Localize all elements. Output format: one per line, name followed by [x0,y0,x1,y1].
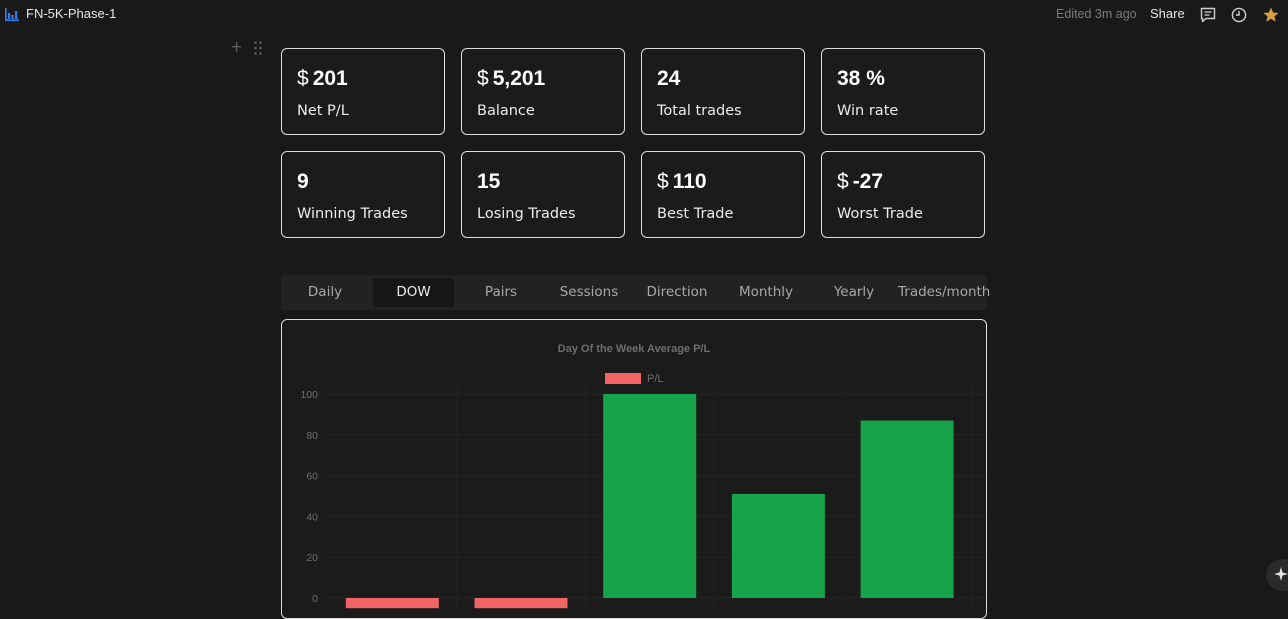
tab-sessions[interactable]: Sessions [559,284,619,300]
stat-value: 38 % [837,67,885,90]
sparkle-icon [1274,567,1288,581]
stat-value: 15 [477,170,501,193]
chart-bar [345,598,439,609]
page-title[interactable]: FN-5K-Phase-1 [26,6,117,21]
tab-direction[interactable]: Direction [646,284,708,300]
legend-label: P/L [647,373,664,385]
ai-assistant-button[interactable] [1266,559,1288,591]
stat-value: $5,201 [477,67,546,90]
stat-card-best-trade: $110 Best Trade [641,151,805,238]
tab-monthly[interactable]: Monthly [738,284,794,300]
tab-dow[interactable]: DOW [373,278,454,307]
chart-bar [860,420,954,598]
stat-value: $201 [297,67,348,90]
chart-tabs: Daily DOW Pairs Sessions Direction Month… [281,275,991,310]
y-tick-label: 80 [306,430,318,442]
stat-value: 9 [297,170,309,193]
stat-card-winning-trades: 9 Winning Trades [281,151,445,238]
chart-panel: Day Of the Week Average P/L P/L 0 20 40 60 80 1… [281,319,987,619]
add-block-icon[interactable]: + [231,37,243,58]
tab-yearly[interactable]: Yearly [833,284,875,300]
y-tick-label: 0 [312,593,318,605]
tab-pairs[interactable]: Pairs [484,284,518,300]
chart-title: Day Of the Week Average P/L [558,343,711,355]
stat-card-balance: $5,201 Balance [461,48,625,135]
chart-bar [731,493,825,598]
comment-icon[interactable] [1199,6,1217,24]
stat-label: Win rate [837,103,899,119]
share-button[interactable]: Share [1150,6,1185,21]
stat-card-net-pl: $201 Net P/L [281,48,445,135]
stat-card-worst-trade: $ -27 Worst Trade [821,151,985,238]
star-icon[interactable] [1262,6,1280,24]
stat-value: 24 [657,67,681,90]
tab-trades-month[interactable]: Trades/month [898,284,991,300]
y-tick-label: 60 [306,471,318,483]
drag-handle-icon[interactable] [253,40,263,56]
y-tick-label: 20 [306,552,318,564]
tab-daily[interactable]: Daily [307,284,343,300]
chart-bar [474,598,568,609]
stat-label: Losing Trades [477,206,576,222]
stat-card-win-rate: 38 % Win rate [821,48,985,135]
stat-label: Total trades [657,103,742,119]
legend-swatch [605,373,641,384]
chart-bars-icon [5,8,19,21]
stat-card-total-trades: 24 Total trades [641,48,805,135]
y-tick-label: 100 [300,389,318,401]
stat-label: Winning Trades [297,206,408,222]
stat-label: Best Trade [657,206,734,222]
stat-label: Worst Trade [837,206,923,222]
stat-label: Net P/L [297,103,349,119]
stat-value: $110 [657,170,707,193]
dow-bar-chart: Day Of the Week Average P/L P/L 0 20 40 60 80 1… [300,343,986,610]
stat-label: Balance [477,103,535,119]
stat-value: $ -27 [837,170,884,193]
chart-bar [603,394,697,598]
clock-icon[interactable] [1230,6,1248,24]
top-bar: FN-5K-Phase-1 Edited 3m ago Share [0,0,1288,28]
y-tick-label: 40 [306,511,318,523]
stat-card-losing-trades: 15 Losing Trades [461,151,625,238]
edited-status: Edited 3m ago [1056,7,1137,21]
